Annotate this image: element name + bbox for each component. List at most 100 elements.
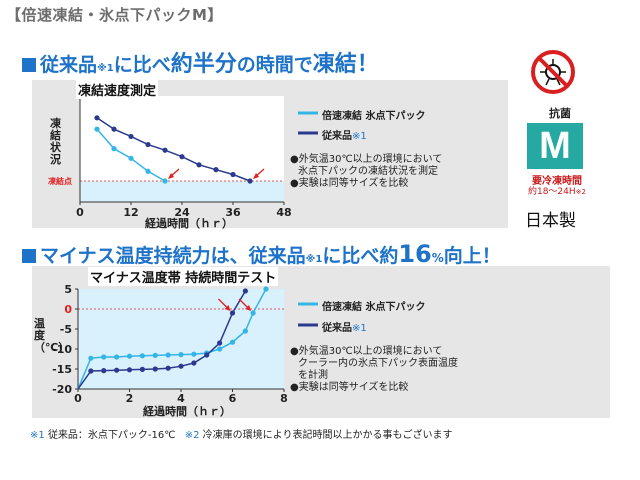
chart1-data-point	[111, 126, 117, 132]
chart1-data-point	[128, 155, 134, 161]
chart1-xtick-label: 0	[76, 206, 84, 219]
chart2-data-point	[250, 310, 256, 316]
chart1-xtick-label: 12	[123, 206, 138, 219]
section1-headline: 従来品※1に比べ約半分の時間で凍結！	[22, 46, 379, 78]
chart2-data-point	[88, 368, 94, 374]
footnote-text: 従来品：氷点下パック-16℃	[47, 430, 176, 441]
footnote-mark: ※1	[30, 430, 45, 441]
headline-emphasis: 凍結！	[312, 52, 379, 77]
chart1-data-point	[179, 154, 185, 160]
footnote-text: 冷凍庫の環境により表記時間以上かかる事もございます	[202, 430, 453, 441]
headline-text: 向上！	[443, 245, 501, 267]
chart1-data-point	[94, 126, 100, 132]
note-line: クーラー内の氷点下パック表面温度	[298, 358, 458, 369]
footnote-mark: ※1	[97, 63, 114, 74]
chart2-data-point	[178, 352, 184, 358]
chart2-arrowhead	[245, 305, 252, 311]
chart2-data-point	[217, 346, 223, 352]
headline-text: に比べ	[113, 54, 171, 76]
chart2-data-point	[101, 354, 107, 360]
chart2-ytick-label: -20	[52, 383, 72, 396]
headline-text: に比べ	[322, 245, 380, 267]
no-bacteria-icon	[531, 50, 575, 94]
note-line: ●外気温30℃以上の環境において	[290, 154, 443, 165]
chart2-data-point	[242, 288, 248, 294]
chart2-data-point	[263, 286, 269, 292]
chart1-data-point	[230, 171, 236, 178]
chart2-data-point	[139, 366, 145, 372]
chart1-xtick-label: 36	[225, 206, 241, 219]
chart1-data-point	[111, 146, 117, 152]
made-in-japan: 日本製	[525, 211, 576, 231]
headline-emphasis: 16	[398, 240, 432, 268]
note-line: ●実験は同等サイズを比較	[290, 178, 409, 189]
chart2-data-point	[114, 367, 120, 373]
page-title: 【倍速凍結・氷点下パックM】	[6, 6, 223, 24]
chart2-data-point	[126, 367, 133, 373]
chart2-data-point	[217, 340, 223, 346]
chart2-arrowhead	[224, 305, 231, 311]
footnote-mark: ※1	[352, 131, 367, 142]
headline-text: マイナス温度持続力は、従来品	[40, 245, 306, 267]
chart2-ylabel: 温度（℃）	[34, 317, 69, 354]
chart2-data-point	[242, 328, 248, 334]
chart2-data-point	[126, 353, 133, 359]
antibacterial-badge: 抗菌	[540, 106, 580, 122]
chart2-data-point	[165, 365, 171, 371]
chart2-ytick-label: 5	[64, 283, 72, 296]
chart1-freeze-label: 凍結点	[48, 177, 72, 186]
legend1-old-label: 従来品※1	[322, 127, 367, 142]
section2-headline: マイナス温度持続力は、従来品※1に比べ約16%向上！	[22, 240, 501, 268]
chart1-data-point	[196, 162, 202, 168]
legend2-new-label: 倍速凍結 氷点下パック	[322, 302, 426, 313]
chart2-series-line	[77, 288, 267, 390]
chart1-data-point	[145, 141, 151, 148]
legend-text: 従来品	[322, 323, 352, 334]
legend2-old-label: 従来品※1	[322, 319, 367, 334]
footnote-mark: ※2	[575, 188, 586, 196]
chart2-data-point	[152, 352, 158, 358]
legend1-new-label: 倍速凍結 氷点下パック	[322, 111, 426, 122]
chart2-notes: ●外気温30℃以上の環境において クーラー内の氷点下パック表面温度 を計測 ●実…	[290, 346, 458, 394]
chart2-data-point	[191, 360, 197, 366]
footnote-mark: ※2	[184, 430, 200, 441]
chart2-plot-area	[78, 289, 284, 389]
chart2-xtick-label: 2	[126, 392, 134, 405]
chart1-title: 凍結速度測定	[76, 80, 159, 99]
chart2-data-point	[88, 355, 94, 361]
freeze-time-info: 要冷凍時間 約18〜24H※2	[518, 176, 596, 198]
chart2-data-point	[204, 352, 210, 358]
chart1-ylabel: 凍結状況	[50, 117, 61, 166]
headline-text: 約	[379, 245, 399, 267]
chart1-data-point	[162, 147, 168, 153]
chart2-xtick-label: 8	[280, 392, 288, 405]
chart2-xtick-label: 4	[177, 392, 185, 405]
freeze-time-value: 約18〜24H	[527, 187, 576, 197]
chart1-data-point	[247, 178, 253, 184]
chart1-data-point	[128, 133, 134, 140]
note-line: ●外気温30℃以上の環境において	[290, 346, 443, 357]
headline-emphasis: 約半分	[170, 52, 237, 77]
chart1-data-point	[94, 115, 100, 121]
chart1-data-point	[213, 167, 219, 173]
chart1-xtick-label: 48	[276, 206, 291, 219]
note-line: を計測	[298, 370, 328, 381]
chart2-data-point	[101, 368, 107, 374]
footnote: ※1 従来品：氷点下パック-16℃ ※2 冷凍庫の環境により表記時間以上かかる事…	[30, 426, 452, 441]
headline-text: の時間で	[236, 54, 313, 76]
chart1-series-line	[96, 117, 251, 182]
chart1-arrowhead	[168, 173, 174, 179]
legend-text: 従来品	[322, 131, 352, 142]
size-badge: M	[527, 123, 583, 169]
square-bullet-icon	[22, 249, 36, 263]
chart2-data-point	[191, 351, 197, 357]
chart1-data-point	[145, 168, 151, 174]
chart2-data-point	[229, 339, 236, 345]
headline-text: 従来品	[40, 54, 98, 76]
chart1-freeze-zone	[80, 181, 284, 202]
headline-text: %	[431, 251, 444, 265]
chart1-notes: ●外気温30℃以上の環境において 氷点下パックの凍結状況を測定 ●実験は同等サイ…	[290, 154, 442, 190]
note-line: ●実験は同等サイズを比較	[290, 382, 409, 393]
chart2-data-point	[229, 310, 236, 316]
chart1-data-point	[162, 178, 168, 184]
